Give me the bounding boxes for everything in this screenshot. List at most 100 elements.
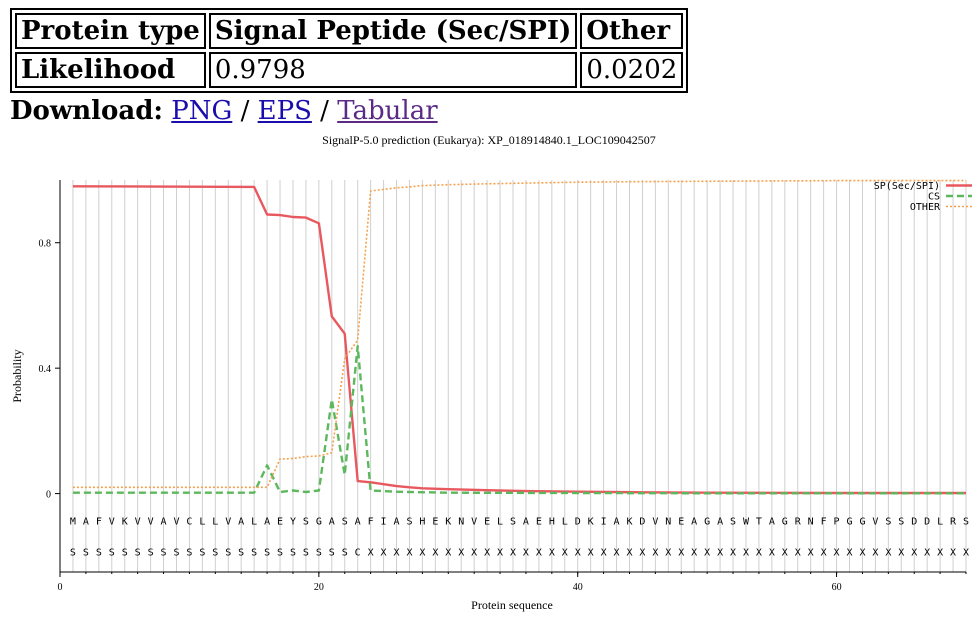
sequence-residue: E	[678, 516, 684, 527]
residue-label: X	[432, 548, 438, 559]
sequence-residue: N	[808, 516, 814, 527]
x-axis-label: Protein sequence	[471, 598, 553, 612]
residue-label: S	[329, 548, 335, 559]
y-axis-label: Probability	[10, 349, 24, 402]
residue-label: S	[83, 548, 89, 559]
residue-label: X	[575, 548, 581, 559]
residue-label: X	[652, 548, 658, 559]
sequence-residue: A	[238, 516, 244, 527]
chart-title: SignalP-5.0 prediction (Eukarya): XP_018…	[322, 133, 656, 147]
sequence-residue: L	[199, 516, 205, 527]
y-tick-label: 0	[46, 490, 51, 501]
residue-label: X	[808, 548, 814, 559]
residue-label: X	[756, 548, 762, 559]
x-tick-label: 60	[832, 582, 842, 593]
residue-label: X	[381, 548, 387, 559]
residue-label: X	[549, 548, 555, 559]
sequence-residue: R	[950, 516, 957, 527]
residue-label: X	[730, 548, 736, 559]
sequence-residue: D	[575, 516, 581, 527]
sequence-residue: A	[523, 516, 529, 527]
sequence-residue: E	[484, 516, 490, 527]
sequence-residue: V	[872, 516, 878, 527]
residue-label: X	[458, 548, 464, 559]
residue-label: X	[614, 548, 620, 559]
y-tick-label: 0.4	[39, 364, 52, 375]
legend-other-label: OTHER	[910, 202, 941, 213]
sequence-residue: K	[588, 516, 594, 527]
sequence-residue: P	[834, 516, 840, 527]
sequence-residue: K	[122, 516, 128, 527]
sequence-residue: S	[730, 516, 736, 527]
sequence-residue: V	[148, 516, 154, 527]
sequence-residue: L	[212, 516, 218, 527]
sequence-residue: S	[342, 516, 348, 527]
sequence-residue: L	[251, 516, 257, 527]
residue-label: X	[445, 548, 451, 559]
residue-label: S	[264, 548, 270, 559]
residue-label: X	[717, 548, 723, 559]
residue-label: S	[316, 548, 322, 559]
download-separator: /	[320, 96, 329, 126]
sequence-residue: E	[536, 516, 542, 527]
sequence-residue: F	[821, 516, 827, 527]
x-tick-label: 0	[58, 582, 63, 593]
sequence-residue: D	[639, 516, 645, 527]
sequence-residue: R	[795, 516, 802, 527]
residue-label: X	[795, 548, 801, 559]
sequence-residue: S	[885, 516, 891, 527]
residue-label: X	[950, 548, 956, 559]
residue-label: X	[497, 548, 503, 559]
residue-label: S	[303, 548, 309, 559]
residue-label: X	[846, 548, 852, 559]
residue-label: S	[70, 548, 76, 559]
residue-label: S	[238, 548, 244, 559]
sequence-residue: A	[161, 516, 167, 527]
result-table: Protein type Signal Peptide (Sec/SPI) Ot…	[10, 8, 689, 93]
sequence-residue: T	[756, 516, 762, 527]
residue-label: S	[109, 548, 115, 559]
sequence-residue: S	[510, 516, 516, 527]
residue-label: X	[471, 548, 477, 559]
residue-label: X	[665, 548, 671, 559]
residue-label: X	[898, 548, 904, 559]
residue-label: S	[186, 548, 192, 559]
sequence-residue: D	[911, 516, 917, 527]
residue-label: X	[678, 548, 684, 559]
sequence-residue: L	[937, 516, 943, 527]
residue-label: X	[393, 548, 399, 559]
sequence-residue: K	[626, 516, 632, 527]
sequence-residue: V	[471, 516, 477, 527]
chart-axes: 0 0.4 0.8 0 20 40 60	[39, 180, 967, 593]
sequence-residue: V	[173, 516, 179, 527]
residue-label: S	[148, 548, 154, 559]
download-eps-link[interactable]: EPS	[257, 96, 312, 126]
sequence-residue: A	[614, 516, 620, 527]
residue-label: X	[911, 548, 917, 559]
residue-label: S	[290, 548, 296, 559]
residue-label: X	[406, 548, 412, 559]
residue-label: X	[821, 548, 827, 559]
sequence-residue: F	[368, 516, 374, 527]
sequence-residue: H	[419, 516, 425, 527]
residue-label: X	[523, 548, 529, 559]
sequence-residue: G	[316, 516, 322, 527]
sequence-residue: S	[406, 516, 412, 527]
other-series-line	[72, 179, 966, 489]
sequence-residue: A	[329, 516, 335, 527]
residue-label: X	[834, 548, 840, 559]
download-bar: Download: PNG / EPS / Tabular	[10, 96, 438, 126]
residue-label: X	[484, 548, 490, 559]
download-tabular-link[interactable]: Tabular	[337, 96, 438, 126]
residue-label: S	[135, 548, 141, 559]
sequence-residue: I	[381, 516, 387, 527]
legend-sp-label: SP(Sec/SPI)	[874, 181, 940, 192]
x-tick-label: 20	[314, 582, 324, 593]
sequence-residue: F	[96, 516, 102, 527]
sequence-residue: V	[135, 516, 141, 527]
residue-label: X	[626, 548, 632, 559]
residue-label: X	[743, 548, 749, 559]
download-png-link[interactable]: PNG	[171, 96, 233, 126]
